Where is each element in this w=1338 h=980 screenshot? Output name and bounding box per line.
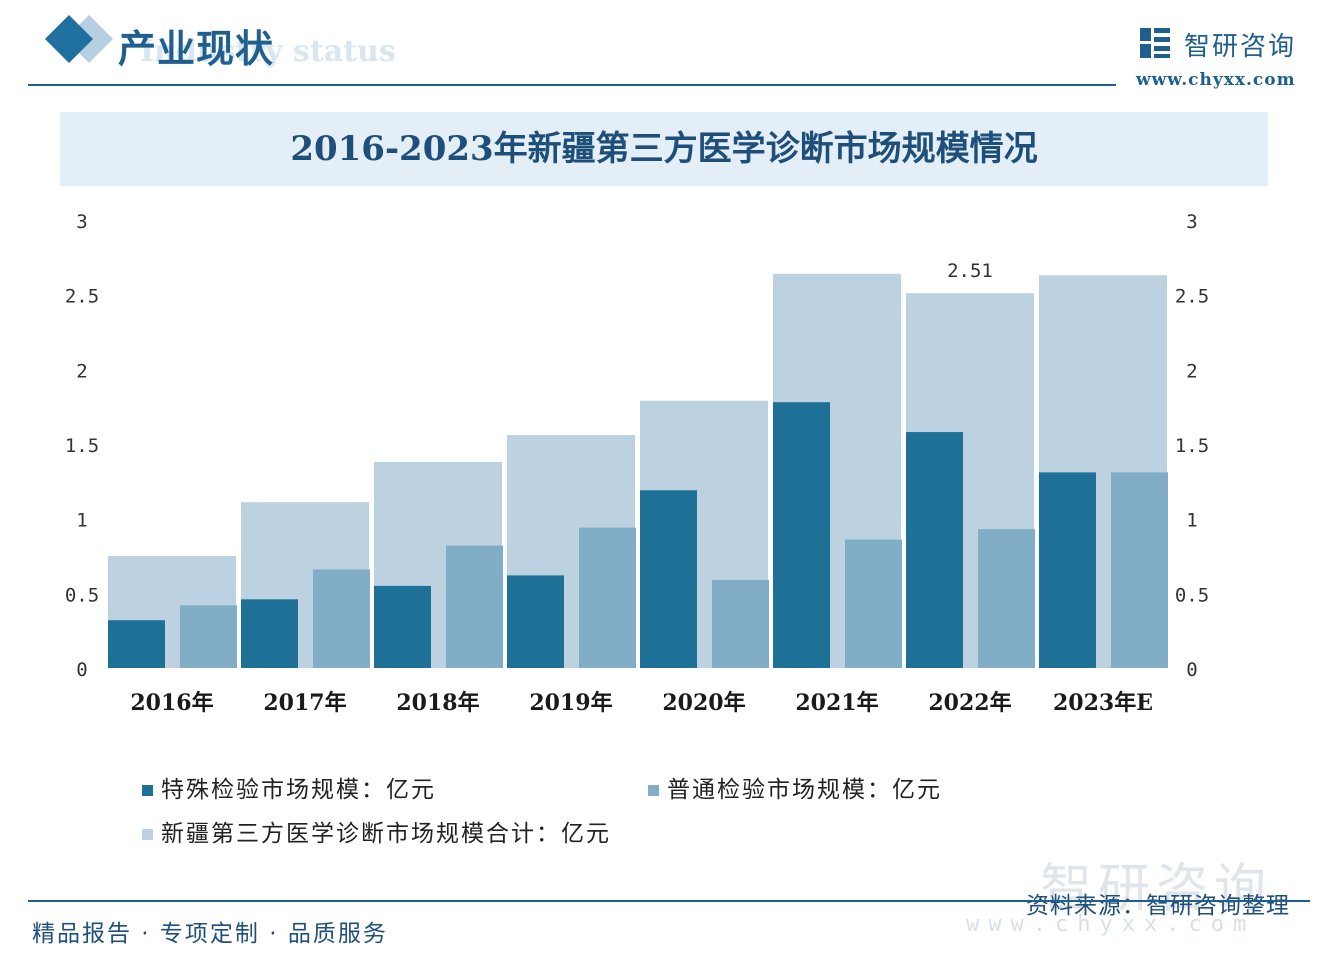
y-tick-right-1: 0.5 [1175,584,1209,606]
source-note: 资料来源：智研咨询整理 [1026,893,1290,919]
x-tick-label-5: 2021年 [795,690,878,716]
bar-ordinary-3 [579,527,636,668]
legend-label-total: 新疆第三方医学诊断市场规模合计：亿元 [161,821,611,847]
x-tick-label-0: 2016年 [130,690,213,716]
bar-special-7 [1039,472,1096,668]
x-tick-label-7: 2023年E [1053,690,1153,716]
bar-special-3 [507,575,564,668]
x-tick-label-4: 2020年 [662,690,745,716]
y-tick-left-5: 2.5 [65,286,99,308]
bar-ordinary-1 [313,569,370,668]
legend-swatch-special [142,785,153,796]
legend-swatch-total [142,829,153,840]
chart-title-band [60,112,1268,186]
legend-swatch-ordinary [648,785,659,796]
header: Industry status 产业现状 智研咨询 www.chyxx.com [0,0,1338,100]
legend-label-ordinary: 普通检验市场规模：亿元 [667,777,942,803]
bar-ordinary-5 [845,539,902,668]
y-tick-left-1: 0.5 [65,584,99,606]
legend-item-total: 新疆第三方医学诊断市场规模合计：亿元 [142,814,611,848]
bar-ordinary-6 [978,529,1035,668]
x-tick-label-6: 2022年 [928,690,1011,716]
footer-tagline: 精品报告 · 专项定制 · 品质服务 [32,921,388,947]
bar-special-0 [108,620,165,668]
bar-ordinary-7 [1111,472,1168,668]
y-tick-right-5: 2.5 [1175,286,1209,308]
bar-ordinary-4 [712,579,769,668]
x-tick-label-1: 2017年 [263,690,346,716]
section-subtitle: Industry status [140,34,396,69]
y-tick-right-4: 2 [1186,360,1197,382]
y-tick-right-3: 1.5 [1175,435,1209,457]
y-tick-right-2: 1 [1186,510,1197,532]
chart-title: 2016-2023年新疆第三方医学诊断市场规模情况 [290,129,1038,169]
y-tick-left-4: 2 [76,360,87,382]
legend-item-special: 特殊检验市场规模：亿元 [142,770,436,804]
x-tick-label-3: 2019年 [529,690,612,716]
y-tick-left-2: 1 [76,510,87,532]
data-label-0: 2.51 [947,260,993,282]
bar-special-5 [773,402,830,668]
header-divider [28,84,1116,86]
logo-text: 智研咨询 [1184,32,1297,62]
bar-special-4 [640,490,697,668]
logo-url: www.chyxx.com [1136,70,1296,90]
y-tick-left-0: 0 [76,659,87,681]
section-title: 产业现状 [118,26,275,71]
watermark-url: www.chyxx.com [966,912,1256,937]
footer-divider [28,900,1310,902]
bar-ordinary-0 [180,605,237,668]
y-tick-right-0: 0 [1186,659,1197,681]
x-tick-label-2: 2018年 [396,690,479,716]
watermark-text: 智研咨询 [1040,859,1273,919]
bar-ordinary-2 [446,545,503,668]
bar-special-6 [906,432,963,668]
legend-label-special: 特殊检验市场规模：亿元 [161,777,436,803]
bar-chart: 2016年 2017年 2018年 2019年 2020年 2021年 2022年 2023年… [65,211,1209,716]
bar-special-2 [374,585,431,668]
legend-item-ordinary: 普通检验市场规模：亿元 [648,770,942,804]
y-tick-right-6: 3 [1186,211,1197,233]
y-tick-left-6: 3 [76,211,87,233]
bar-special-1 [241,599,298,668]
y-tick-left-3: 1.5 [65,435,99,457]
chyxx-logo-icon [1140,28,1170,58]
